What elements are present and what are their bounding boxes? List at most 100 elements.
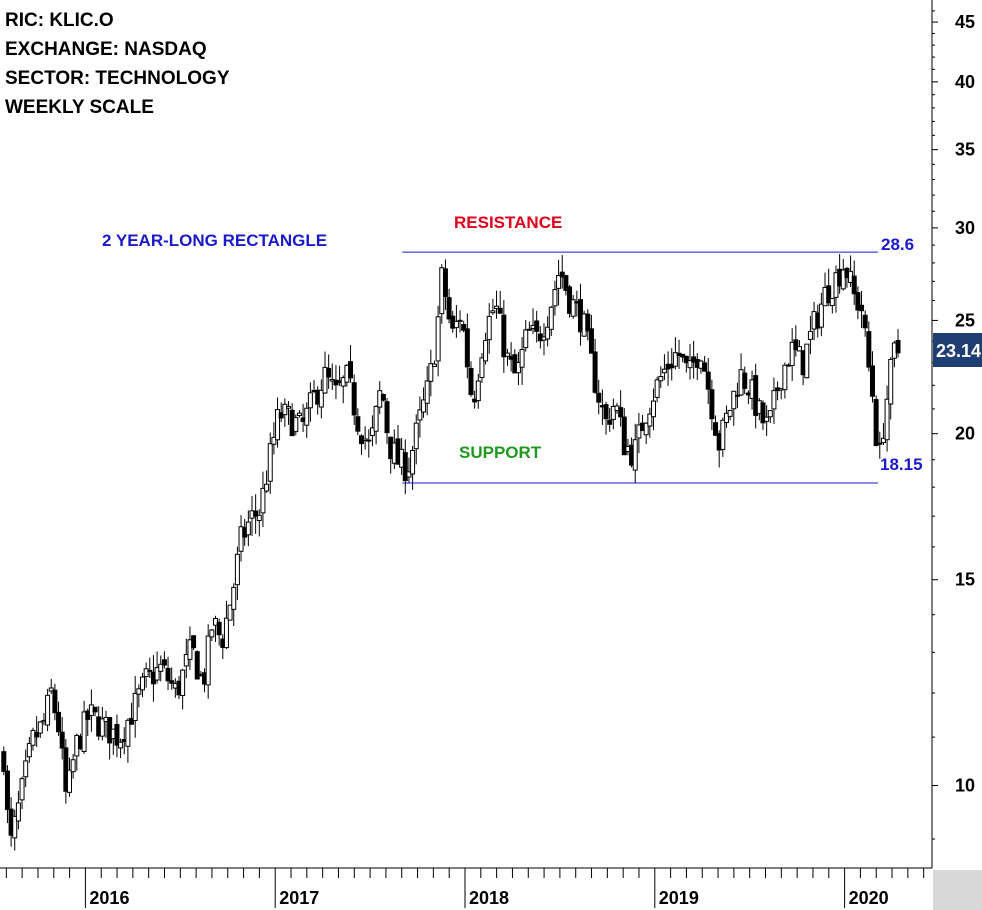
candle-down: [165, 667, 171, 682]
axis-corner-block: [933, 870, 982, 910]
ric-label: RIC: KLIC.O: [5, 10, 114, 31]
candle-down: [592, 351, 598, 393]
y-tick-label: 30: [955, 218, 975, 238]
candle-up: [548, 306, 554, 330]
x-tick-label: 2019: [659, 888, 699, 908]
candle-down: [461, 323, 467, 331]
candle-down: [442, 268, 448, 297]
candle-up: [661, 368, 667, 374]
candle-up: [296, 412, 302, 417]
last-price-box: [933, 333, 982, 367]
candle-up: [519, 348, 525, 368]
candle-up: [523, 329, 529, 349]
resistance-value-label: 28.6: [881, 235, 914, 254]
candle-up: [205, 635, 211, 686]
candle-up: [494, 305, 500, 309]
candle-down: [588, 328, 594, 354]
candle-up: [796, 346, 802, 352]
candle-up: [417, 409, 423, 421]
candle-down: [1, 751, 7, 772]
candle-down: [596, 392, 602, 403]
candle-down: [161, 659, 167, 666]
candle-down: [760, 402, 766, 424]
candle-up: [180, 669, 186, 697]
candle-down: [877, 442, 883, 445]
candle-down: [464, 328, 470, 368]
y-tick-label: 35: [955, 140, 975, 160]
x-tick-label: 2020: [849, 888, 889, 908]
candle-down: [216, 621, 222, 636]
candle-up: [486, 315, 492, 341]
candle-up: [234, 553, 240, 586]
candle-down: [351, 382, 357, 416]
candle-down: [793, 339, 799, 351]
candle-up: [687, 360, 693, 369]
resistance-annotation: RESISTANCE: [454, 213, 562, 232]
candle-up: [636, 424, 642, 439]
candle-down: [526, 328, 532, 331]
candle-up: [643, 422, 649, 436]
candle-up: [453, 320, 459, 329]
candle-up: [260, 487, 266, 514]
pattern-annotation: 2 YEAR-LONG RECTANGLE: [102, 231, 327, 250]
candle-up: [282, 403, 288, 416]
x-tick-label: 2018: [469, 888, 509, 908]
candle-up: [293, 417, 299, 433]
candle-down: [873, 399, 879, 447]
candle-up: [136, 688, 142, 695]
candle-up: [366, 439, 372, 442]
candle-up: [650, 400, 656, 418]
candle-up: [556, 275, 562, 289]
candle-up: [413, 422, 419, 450]
candle-up: [231, 586, 237, 610]
candle-up: [406, 471, 412, 478]
candle-down: [402, 452, 408, 482]
candle-up: [888, 358, 894, 405]
candle-up: [818, 303, 824, 328]
candle-up: [227, 604, 233, 621]
candle-up: [158, 663, 164, 672]
candle-up: [245, 521, 251, 536]
candle-down: [855, 292, 861, 311]
sector-label: SECTOR: TECHNOLOGY: [5, 68, 230, 89]
candle-down: [355, 416, 361, 432]
y-tick-label: 10: [955, 776, 975, 796]
candle-up: [15, 802, 21, 822]
candle-up: [880, 437, 886, 444]
candle-up: [118, 741, 124, 749]
candle-up: [19, 778, 25, 801]
candle-up: [410, 450, 416, 475]
candle-down: [59, 731, 65, 749]
candle-up: [37, 721, 43, 734]
candle-up: [435, 316, 441, 362]
candle-down: [384, 401, 390, 434]
candle-up: [672, 352, 678, 367]
candle-down: [607, 419, 613, 425]
candle-down: [129, 717, 135, 725]
candle-up: [840, 269, 846, 290]
candle-up: [658, 376, 664, 382]
candle-down: [52, 689, 58, 714]
x-tick-label: 2017: [279, 888, 319, 908]
candle-down: [585, 313, 591, 332]
candle-up: [143, 668, 149, 677]
candle-up: [183, 654, 189, 667]
candle-up: [829, 298, 835, 307]
candle-up: [771, 390, 777, 410]
candle-up: [421, 399, 427, 413]
candle-up: [12, 815, 18, 839]
candle-down: [169, 680, 175, 684]
candle-up: [647, 413, 653, 427]
candle-down: [859, 304, 865, 312]
candle-up: [475, 380, 481, 402]
candle-up: [132, 692, 138, 722]
candle-down: [621, 416, 627, 456]
candle-up: [424, 380, 430, 404]
candle-down: [680, 353, 686, 358]
y-tick-label: 45: [955, 12, 975, 32]
candle-up: [81, 711, 87, 752]
support-annotation: SUPPORT: [459, 443, 542, 462]
candle-down: [709, 389, 715, 420]
candle-up: [209, 629, 215, 638]
